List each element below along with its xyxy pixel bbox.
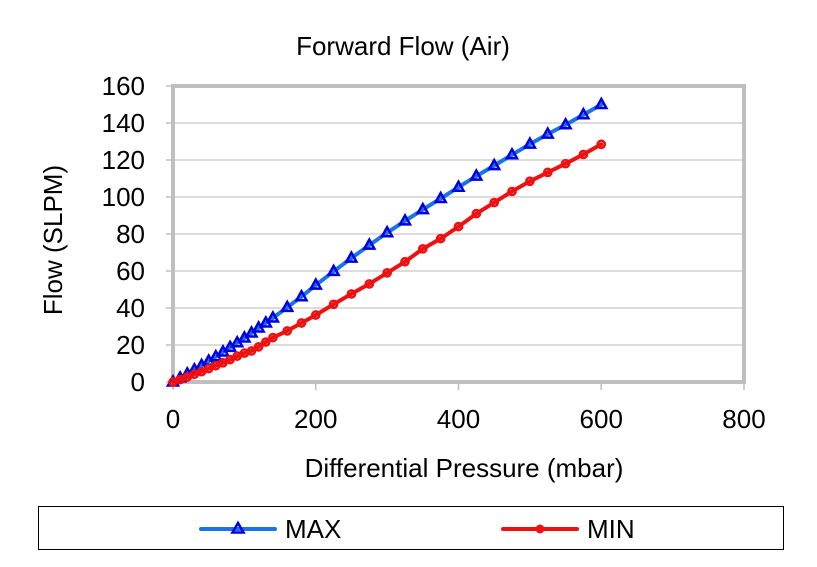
- legend-item-max: MAX: [199, 507, 341, 551]
- data-point-max: [308, 277, 323, 290]
- y-tick-label: 80: [116, 219, 145, 249]
- x-axis-label: Differential Pressure (mbar): [305, 453, 624, 483]
- data-point-min: [328, 299, 339, 310]
- data-point-min: [282, 326, 293, 336]
- data-point-min: [525, 176, 535, 187]
- legend: MAX MIN: [38, 506, 784, 550]
- series-line-max: [171, 102, 604, 384]
- data-point-min: [542, 167, 553, 178]
- data-point-max: [326, 263, 341, 277]
- triangle-marker-icon: [230, 520, 246, 534]
- x-tick-label: 400: [437, 404, 480, 434]
- data-point-max: [558, 116, 573, 130]
- data-point-max: [362, 237, 377, 250]
- data-point-max: [280, 299, 295, 313]
- data-point-max: [576, 106, 591, 120]
- data-point-max: [379, 224, 395, 238]
- series-max: [165, 96, 609, 387]
- data-point-min: [268, 332, 278, 343]
- data-point-min: [310, 310, 321, 320]
- y-tick-label: 20: [116, 330, 145, 360]
- x-tick-label: 200: [294, 404, 337, 434]
- x-tick-label: 800: [722, 404, 765, 434]
- legend-swatch-max: [199, 520, 277, 534]
- data-point-max: [433, 190, 448, 204]
- data-point-min: [246, 346, 257, 356]
- data-point-max: [415, 201, 430, 215]
- data-point-max: [522, 136, 538, 149]
- data-point-max: [397, 212, 413, 226]
- y-tick-label: 100: [102, 182, 145, 212]
- data-point-min: [225, 354, 235, 365]
- data-point-max: [504, 146, 520, 160]
- y-tick-label: 160: [102, 71, 145, 101]
- x-axis-ticks: 0 200 400 600 800: [166, 382, 766, 434]
- data-point-max: [594, 96, 609, 110]
- data-point-min: [400, 256, 410, 267]
- y-axis-label: Flow (SLPM): [38, 165, 68, 315]
- series-min: [168, 139, 607, 387]
- data-point-min: [596, 139, 607, 150]
- legend-item-min: MIN: [501, 507, 635, 551]
- x-tick-label: 0: [166, 404, 180, 434]
- y-tick-label: 0: [131, 367, 145, 397]
- y-axis-ticks: 0 20 40 60 80 100 120 140 160: [102, 71, 173, 397]
- data-point-min: [507, 186, 517, 197]
- data-point-max: [265, 309, 281, 323]
- y-tick-label: 60: [116, 256, 145, 286]
- data-point-min: [471, 208, 482, 219]
- data-point-min: [489, 197, 500, 208]
- x-tick-label: 600: [580, 404, 623, 434]
- data-point-min: [364, 279, 375, 289]
- data-point-min: [435, 233, 446, 244]
- data-point-min: [253, 342, 264, 352]
- data-point-min: [382, 268, 392, 278]
- series-layer: [165, 96, 609, 387]
- data-point-max: [540, 126, 555, 139]
- circle-marker-icon: [535, 524, 545, 534]
- chart-title: Forward Flow (Air): [296, 31, 510, 61]
- y-tick-label: 40: [116, 293, 145, 323]
- data-point-min: [296, 318, 307, 328]
- data-point-min: [560, 158, 571, 169]
- data-point-max: [451, 179, 466, 192]
- data-point-min: [260, 337, 271, 347]
- data-point-min: [417, 243, 428, 254]
- data-point-min: [346, 289, 357, 299]
- data-point-max: [344, 250, 359, 263]
- gridlines: [173, 122, 744, 346]
- data-point-min: [453, 221, 464, 232]
- data-point-max: [487, 157, 502, 171]
- data-point-max: [294, 288, 309, 302]
- y-tick-label: 120: [102, 145, 145, 175]
- legend-label-min: MIN: [587, 514, 635, 544]
- data-point-min: [578, 149, 589, 160]
- y-tick-label: 140: [102, 108, 145, 138]
- legend-label-max: MAX: [285, 514, 342, 544]
- legend-swatch-min: [501, 524, 579, 534]
- data-point-max: [469, 168, 484, 181]
